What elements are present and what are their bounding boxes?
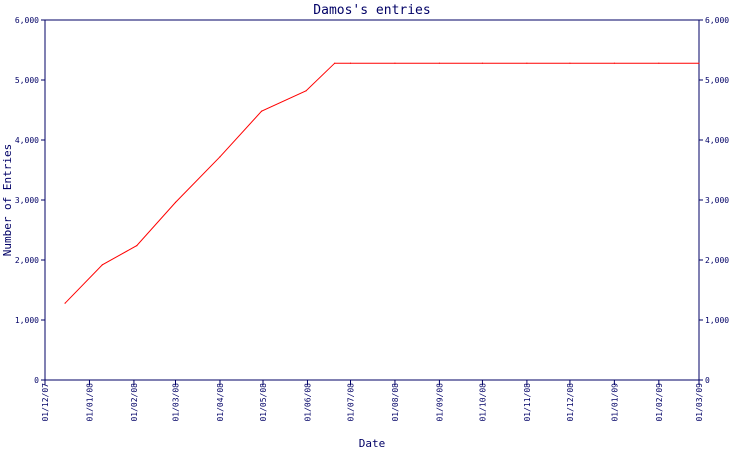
y-left-tick-label: 0 [34,376,39,385]
x-tick-label: 01/04/08 [216,383,225,422]
data-point [526,62,528,64]
data-point [658,62,660,64]
x-axis: 01/12/07 01/01/08 01/02/08 01/03/08 01/04/08… [41,380,704,422]
y-left-tick-label: 2,000 [15,256,39,265]
y-right-tick-label: 3,000 [705,196,729,205]
x-tick-label: 01/10/08 [478,383,487,422]
x-tick-label: 01/03/09 [695,383,704,422]
x-tick-label: 01/01/08 [85,383,94,422]
x-tick-label: 01/05/08 [259,383,268,422]
x-tick-label: 01/08/08 [391,383,400,422]
data-point [334,62,336,64]
y-right-tick-label: 2,000 [705,256,729,265]
y-left-tick-label: 5,000 [15,76,39,85]
x-tick-label: 01/12/07 [41,383,50,422]
x-tick-label: 01/01/09 [610,383,619,422]
data-point [349,62,352,64]
data-point [394,62,396,64]
x-tick-label: 01/09/08 [435,383,444,422]
series-line [64,62,699,304]
data-point [219,156,221,158]
data-point [438,62,441,64]
y-left-tick-label: 1,000 [15,316,39,325]
data-point [136,245,138,247]
y-right-tick-label: 5,000 [705,76,729,85]
data-point [569,62,571,64]
data-point [305,90,307,92]
x-tick-label: 01/12/08 [566,383,575,422]
y-right-tick-label: 0 [705,376,710,385]
data-point [481,62,484,64]
x-tick-label: 01/03/08 [172,383,181,422]
y-left-tick-label: 4,000 [15,136,39,145]
x-tick-label: 01/11/08 [523,383,532,422]
plot-frame [44,19,700,381]
y-left-tick-label: 6,000 [15,16,39,25]
data-point [101,264,103,266]
x-tick-label: 01/06/08 [303,383,312,422]
y-axis-right: 0 1,000 2,000 3,000 4,000 5,000 6,000 [699,16,729,385]
y-right-tick-label: 1,000 [705,316,729,325]
y-right-tick-label: 6,000 [705,16,729,25]
data-point [260,110,263,112]
x-tick-label: 01/02/08 [130,383,139,422]
y-axis-left: 0 1,000 2,000 3,000 4,000 5,000 6,000 [15,16,45,385]
x-tick-label: 01/02/09 [655,383,664,422]
data-point [174,201,177,203]
data-point [64,302,66,304]
x-axis-title: Date [359,437,386,450]
data-point [613,62,615,64]
chart-title: Damos's entries [313,3,430,18]
y-axis-title: Number of Entries [1,144,14,257]
y-left-tick-label: 3,000 [15,196,39,205]
y-right-tick-label: 4,000 [705,136,729,145]
data-point [698,62,700,64]
series-layer [64,62,700,304]
x-tick-label: 01/07/08 [346,383,355,422]
